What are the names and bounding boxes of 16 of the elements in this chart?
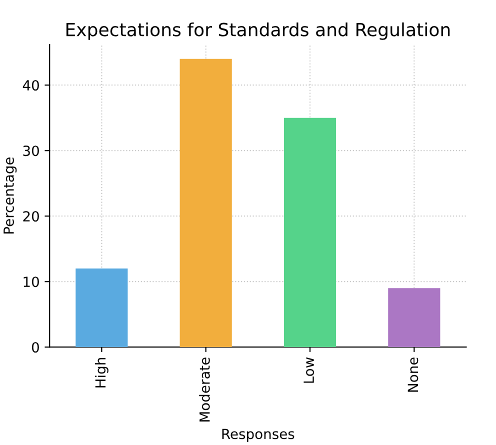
y-tick-label: 10	[24, 276, 39, 288]
x-tick-label: Moderate	[199, 358, 210, 422]
y-tick-label: 0	[32, 342, 39, 353]
y-tick-label: 30	[23, 146, 39, 156]
y-axis-title: Percentage	[4, 157, 17, 234]
x-tick-label: None	[408, 358, 418, 392]
y-tick-label: 20	[23, 211, 39, 222]
bar	[76, 268, 128, 348]
bar	[388, 288, 440, 348]
x-axis-title: Responses	[222, 428, 294, 442]
y-tick-label: 40	[22, 80, 39, 91]
x-tick-label: Low	[304, 357, 314, 383]
bar	[284, 118, 336, 348]
chart-title: Expectations for Standards and Regulation	[66, 22, 450, 40]
bar	[180, 58, 232, 348]
x-tick-label: High	[94, 358, 108, 388]
